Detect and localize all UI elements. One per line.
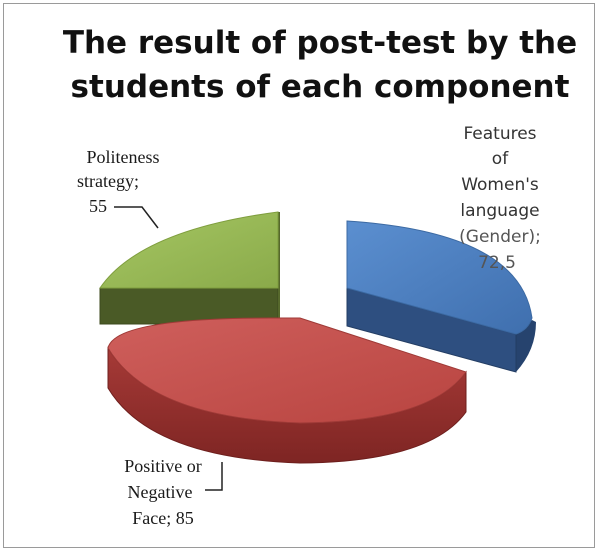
label-features-line-6: 72,5 <box>478 253 516 273</box>
pie-slice-features-of-womens-language <box>346 220 536 373</box>
label-features-line-3: Women's <box>461 175 539 195</box>
label-features-line-1: Features <box>463 124 536 144</box>
chart-title-line-2: students of each component <box>70 69 570 105</box>
leader-line-face <box>205 462 223 491</box>
chart-title-line-1: The result of post-test by the <box>62 25 578 61</box>
label-face-line-1: Positive or <box>124 456 202 476</box>
pie-slice-politeness-strategy <box>99 211 280 325</box>
label-face-line-2: Negative <box>128 482 193 502</box>
label-face-line-3: Face; 85 <box>132 508 193 528</box>
leader-line-politeness <box>114 206 159 229</box>
data-label-features-of-womens-language: Features of Women's language (Gender); 7… <box>459 124 541 273</box>
pie-slice-positive-or-negative-face <box>107 317 467 464</box>
label-features-line-4: language <box>460 201 539 221</box>
data-label-positive-or-negative-face: Positive or Negative Face; 85 <box>124 456 223 528</box>
data-label-politeness-strategy: Politeness strategy; 55 <box>77 147 160 229</box>
label-politeness-line-3: 55 <box>89 196 107 216</box>
label-politeness-line-1: Politeness <box>86 147 159 167</box>
label-politeness-line-2: strategy; <box>77 171 139 191</box>
label-features-line-2: of <box>492 149 509 169</box>
label-features-line-5: (Gender); <box>459 227 541 247</box>
